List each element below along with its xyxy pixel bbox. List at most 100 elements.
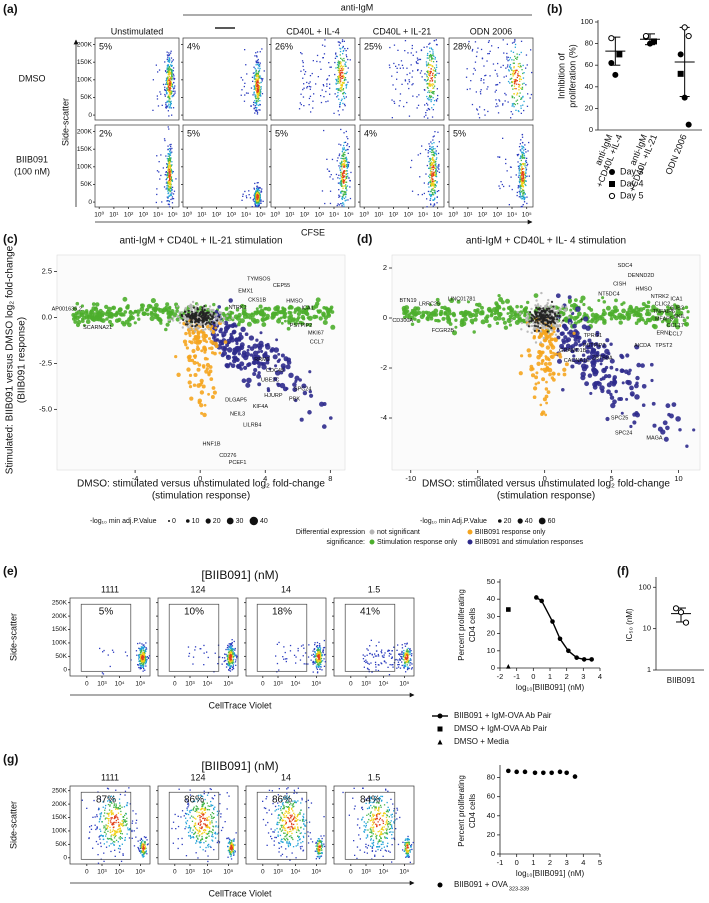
event [212, 817, 215, 819]
event [259, 90, 262, 92]
event [523, 149, 525, 151]
event [434, 180, 436, 182]
event [366, 852, 368, 854]
event [499, 187, 501, 190]
event [254, 109, 257, 111]
event [317, 652, 320, 654]
event [277, 817, 279, 819]
event [337, 88, 339, 90]
event [337, 182, 340, 184]
event [220, 816, 222, 818]
event [229, 665, 232, 667]
event [288, 831, 291, 833]
event [146, 844, 149, 846]
event [317, 645, 319, 647]
event [178, 788, 180, 790]
event [283, 827, 285, 829]
event [230, 647, 232, 650]
event [282, 819, 285, 821]
event [207, 844, 209, 846]
event [409, 653, 411, 655]
event [296, 792, 298, 794]
event [148, 655, 151, 657]
event [278, 669, 280, 671]
event [293, 823, 295, 826]
event [520, 40, 523, 42]
event [518, 75, 521, 77]
event [320, 849, 322, 851]
event [316, 668, 319, 670]
event [346, 185, 349, 187]
event [240, 94, 242, 96]
concentration-label: 124 [190, 772, 205, 782]
event [169, 77, 171, 80]
event [302, 96, 305, 98]
event [343, 170, 345, 172]
event [138, 847, 140, 850]
event [345, 184, 347, 186]
event [310, 111, 312, 113]
event [281, 829, 284, 831]
event [139, 852, 142, 854]
event [171, 151, 173, 153]
event [186, 800, 189, 802]
event [513, 97, 515, 99]
event [315, 646, 318, 648]
event [203, 664, 205, 666]
event [96, 815, 98, 818]
event [285, 821, 287, 824]
event [295, 831, 298, 833]
event [167, 83, 169, 86]
event [217, 840, 219, 842]
event [310, 838, 312, 840]
event [353, 787, 355, 789]
event [126, 817, 128, 819]
event [144, 841, 146, 844]
event [143, 850, 145, 853]
event [339, 67, 341, 70]
event [497, 47, 499, 49]
event [484, 114, 486, 116]
event [404, 50, 406, 52]
event [437, 94, 439, 97]
event [145, 647, 147, 649]
panel-letter: (c) [3, 232, 18, 246]
event [193, 833, 195, 835]
event [514, 69, 516, 72]
event [433, 191, 436, 193]
event [132, 810, 134, 812]
event [428, 160, 430, 163]
event [124, 794, 126, 796]
event [524, 148, 527, 150]
event [117, 831, 119, 833]
event [337, 177, 339, 179]
event [521, 205, 523, 208]
event [309, 81, 311, 83]
event [431, 177, 433, 179]
event [227, 660, 229, 663]
event [211, 797, 213, 799]
event [261, 48, 263, 50]
gate-percent: 5% [187, 128, 200, 138]
event [344, 77, 347, 79]
event [272, 802, 274, 805]
x-tick-label: 10³ [361, 681, 371, 688]
event [340, 66, 342, 68]
event [258, 109, 260, 111]
event [498, 99, 500, 101]
event [97, 862, 100, 864]
event [168, 158, 170, 160]
event [417, 62, 419, 65]
x-tick-label: 10⁴ [329, 212, 339, 219]
event [196, 828, 198, 831]
event [289, 844, 291, 846]
event [165, 106, 167, 108]
event [423, 46, 425, 48]
event [206, 819, 209, 822]
event [119, 802, 121, 804]
event [387, 649, 390, 651]
event [432, 149, 434, 151]
event [193, 817, 196, 819]
event [426, 76, 428, 78]
event [186, 809, 188, 811]
